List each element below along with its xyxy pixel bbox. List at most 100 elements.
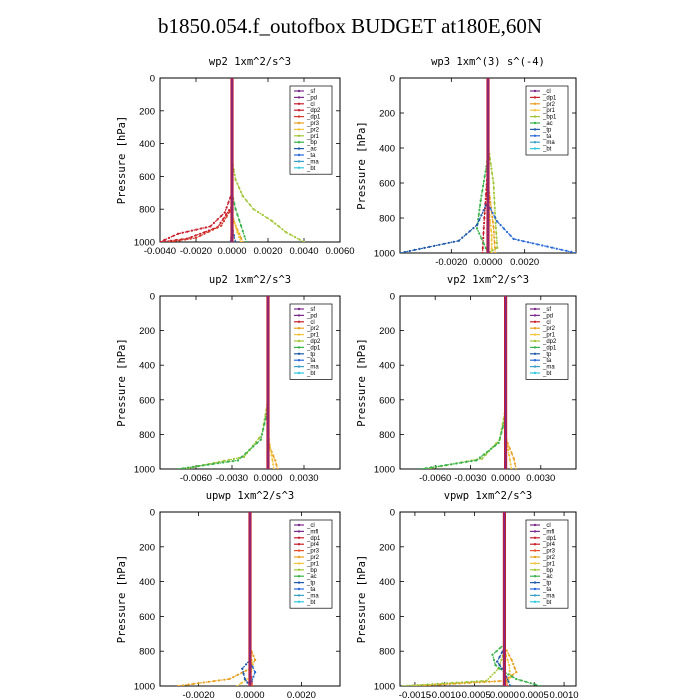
y-tick-label: 200 [139, 542, 155, 553]
legend-label: _tp [542, 352, 552, 358]
series-point [500, 651, 504, 654]
series-point [522, 240, 525, 243]
y-tick-label: 1000 [134, 682, 155, 693]
series-point [240, 682, 243, 685]
x-tick-label: 0.0040 [289, 246, 318, 257]
legend-marker [297, 96, 301, 99]
series-point [465, 460, 468, 463]
x-tick-label: -0.0030 [454, 473, 486, 484]
x-tick-label: -0.0010 [429, 690, 461, 700]
series-point [507, 680, 510, 683]
series-point [482, 453, 485, 456]
y-tick-label: 1000 [374, 249, 395, 260]
series-point [490, 167, 493, 170]
legend-marker [533, 320, 537, 323]
series-point [239, 224, 243, 227]
series-point [221, 461, 225, 464]
series-point [167, 236, 171, 239]
series-line-bp [402, 512, 505, 686]
legend-marker [297, 160, 301, 163]
series-point [508, 454, 511, 457]
series-point [277, 225, 280, 228]
series-point [243, 677, 246, 681]
legend: _sf_pd_cl_dp2_dp1_pr3_pr2_pr1_bp_ac_ta_m… [289, 85, 333, 175]
legend-label: _cl [542, 89, 551, 95]
legend-label: _mfl [542, 529, 554, 535]
series-point [475, 459, 478, 462]
series-point [276, 467, 279, 469]
series-line-bp [231, 78, 247, 242]
legend-marker [533, 147, 537, 150]
x-tick-label: 0.0030 [289, 473, 318, 484]
y-tick-label: 800 [139, 430, 155, 441]
series-point [236, 231, 239, 234]
legend-marker [533, 327, 537, 330]
series-point [218, 679, 221, 682]
y-tick-label: 1000 [134, 238, 155, 249]
series-line-dp1 [421, 296, 507, 469]
x-tick-label: -0.0020 [180, 246, 212, 257]
series-point [192, 682, 195, 686]
panel-title: wp2 1xm^2/s^3 [209, 56, 291, 68]
legend: _cl_mfl_dp1_pr4_pr3_pr2_pr1_bp_ac_tp_ta_… [289, 519, 333, 609]
legend-label: _ta [306, 587, 316, 593]
legend-label: _dp1 [306, 345, 321, 351]
legend-marker [297, 549, 301, 552]
series-point [461, 236, 464, 239]
series-point [245, 240, 248, 242]
x-tick-label: -0.0020 [435, 257, 467, 268]
legend-marker [297, 307, 301, 311]
series-point [212, 221, 216, 224]
y-tick-label: 0 [390, 292, 395, 303]
series-point [500, 658, 503, 662]
y-tick-label: 800 [139, 647, 155, 658]
legend-marker [533, 575, 537, 578]
series-point [289, 233, 292, 236]
x-tick-label: 0.0020 [287, 690, 316, 700]
legend-label: _bp [306, 140, 318, 146]
series-point [494, 211, 497, 215]
legend: _cl_dp1_pr2_pr1_bp1_ac_tp_ta_ma_bt [525, 85, 569, 156]
series-point [435, 465, 438, 468]
panel-title: upwp 1xm^2/s^3 [206, 490, 295, 502]
x-tick-label: 0.0030 [526, 473, 555, 484]
series-point [488, 680, 491, 683]
series-point [408, 249, 411, 253]
legend-label: _ac [306, 574, 317, 580]
x-tick-label: 0.0060 [325, 246, 354, 257]
legend-label: _ta [542, 134, 552, 140]
legend-label: _pr1 [542, 108, 556, 114]
series-point [534, 683, 537, 686]
series-point [512, 457, 515, 460]
legend-label: _dp1 [306, 115, 321, 121]
series-point [199, 232, 202, 235]
series-point [242, 455, 246, 458]
series-point [430, 466, 433, 469]
series-point [508, 458, 511, 461]
legend-marker [297, 594, 301, 597]
series-point [238, 186, 241, 189]
x-tick-label: 0.0000 [490, 690, 519, 700]
series-point [499, 223, 502, 227]
series-point [494, 226, 497, 229]
y-tick-label: 400 [379, 144, 395, 155]
legend-label: _bt [306, 371, 316, 377]
y-tick-label: 200 [379, 109, 395, 120]
legend-label: _mfl [306, 529, 318, 535]
legend-marker [297, 166, 301, 169]
series-point [244, 669, 247, 672]
series-point [541, 244, 544, 247]
legend-label: _ma [306, 159, 319, 165]
series-point [495, 442, 498, 445]
series-point [167, 240, 171, 242]
series-point [246, 681, 249, 684]
series-point [241, 230, 244, 233]
series-point [236, 182, 239, 185]
series-point [484, 197, 487, 200]
series-point [546, 245, 549, 248]
series-point [508, 447, 511, 450]
series-point [199, 234, 202, 237]
legend-label: _sf [306, 89, 315, 95]
legend-marker [297, 141, 301, 144]
legend-label: _dp2 [542, 339, 557, 345]
